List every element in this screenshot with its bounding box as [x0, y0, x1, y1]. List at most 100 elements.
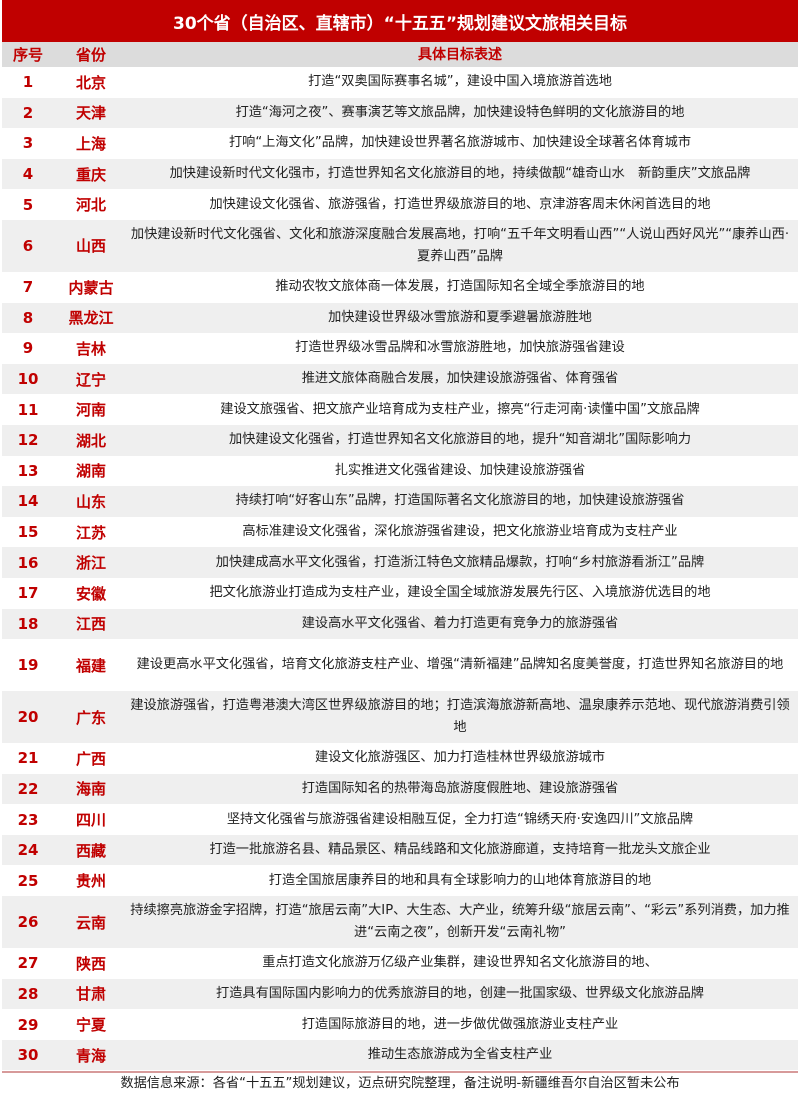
province-name: 广西	[75, 749, 106, 768]
table-title: 30个省（自治区、直辖市）“十五五”规划建议文旅相关目标	[2, 0, 798, 42]
table-row: 29 宁夏 打造国际旅游目的地，进一步做优做强旅游业支柱产业	[2, 1009, 798, 1040]
table-header: 序号 省份 具体目标表述	[2, 42, 798, 67]
table-row: 14 山东 持续打响“好客山东”品牌，打造国际著名文化旅游目的地，加快建设旅游强省	[2, 486, 798, 517]
province-name: 内蒙古	[68, 278, 114, 297]
province-name: 海南	[75, 780, 106, 799]
target-description: 加快建设世界级冰雪旅游和夏季避暑旅游胜地	[328, 309, 592, 325]
province-name: 江西	[75, 615, 106, 634]
target-description: 加快建设文化强省，打造世界知名文化旅游目的地，提升“知音湖北”国际影响力	[228, 432, 692, 448]
table-row: 10 辽宁 推进文旅体商融合发展，加快建设旅游强省、体育强省	[2, 363, 798, 395]
target-description: 打造“双奥国际赛事名城”，建设中国入境旅游首选地	[308, 74, 612, 90]
table-row: 23 四川 坚持文化强省与旅游强省建设相融互促，全力打造“锦绣天府·安逸四川”文旅品…	[2, 804, 798, 835]
province-name: 宁夏	[75, 1016, 106, 1035]
row-number: 4	[22, 165, 34, 184]
table-row: 20 广东 建设旅游强省，打造粤港澳大湾区世界级旅游目的地；打造滨海旅游新高地、温泉…	[2, 691, 798, 744]
province-name: 青海	[75, 1046, 106, 1065]
target-description: 打响“上海文化”品牌，加快建设世界著名旅游城市、加快建设全球著名体育城市	[228, 135, 692, 151]
province-name: 湖南	[75, 462, 106, 481]
table-row: 2 天津 打造“海河之夜”、赛事演艺等文旅品牌，加快建设特色鲜明的文化旅游目的地	[2, 97, 798, 129]
table-row: 25 贵州 打造全国旅居康养目的地和具有全球影响力的山地体育旅游目的地	[2, 865, 798, 896]
province-name: 山东	[75, 492, 106, 511]
row-number: 24	[17, 841, 39, 860]
row-number: 3	[22, 134, 34, 153]
source-note: 数据信息来源：各省“十五五”规划建议，迈点研究院整理，备注说明-新疆维吾尔自治区…	[120, 1076, 680, 1091]
row-number: 1	[22, 73, 34, 92]
target-description: 加快建设新时代文化强省、文化和旅游深度融合发展高地，打响“五千年文明看山西”“人…	[130, 226, 790, 264]
table-row: 8 黑龙江 加快建设世界级冰雪旅游和夏季避暑旅游胜地	[2, 302, 798, 334]
table-row: 13 湖南 扎实推进文化强省建设、加快建设旅游强省	[2, 456, 798, 487]
target-description: 持续擦亮旅游金字招牌，打造“旅居云南”大IP、大生态、大产业，统筹升级“旅居云南…	[130, 903, 790, 941]
row-number: 14	[17, 492, 39, 511]
row-number: 12	[17, 431, 39, 450]
table-row: 4 重庆 加快建设新时代文化强市，打造世界知名文化旅游目的地，持续做靓“雄奇山水 新…	[2, 158, 798, 190]
row-number: 10	[17, 370, 39, 389]
table-row: 17 安徽 把文化旅游业打造成为支柱产业，建设全国全域旅游发展先行区、入境旅游优选目…	[2, 578, 798, 609]
table-row: 16 浙江 加快建成高水平文化强省，打造浙江特色文旅精品爆款，打响“乡村旅游看浙江”…	[2, 547, 798, 578]
target-description: 建设高水平文化强省、着力打造更有竞争力的旅游强省	[301, 615, 619, 631]
target-description: 坚持文化强省与旅游强省建设相融互促，全力打造“锦绣天府·安逸四川”文旅品牌	[226, 811, 694, 827]
row-number: 5	[22, 195, 34, 214]
row-number: 6	[22, 236, 34, 255]
province-name: 山西	[75, 237, 106, 256]
province-name: 辽宁	[75, 370, 106, 389]
row-number: 21	[17, 749, 39, 768]
province-name: 贵州	[75, 872, 106, 891]
table-row: 15 江苏 高标准建设文化强省，深化旅游强省建设，把文化旅游业培育成为支柱产业	[2, 517, 798, 548]
target-description: 加快建设文化强省、旅游强省，打造世界级旅游目的地、京津游客周末休闲首选目的地	[209, 196, 711, 212]
province-name: 陕西	[75, 954, 106, 973]
row-number: 22	[17, 779, 39, 798]
target-description: 打造国际知名的热带海岛旅游度假胜地、建设旅游强省	[301, 780, 619, 796]
province-name: 江苏	[75, 523, 106, 542]
target-description: 建设文旅强省、把文旅产业培育成为支柱产业，擦亮“行走河南·读懂中国”文旅品牌	[220, 401, 700, 417]
target-description: 打造具有国际国内影响力的优秀旅游目的地，创建一批国家级、世界级文化旅游品牌	[216, 985, 704, 1001]
table-row: 19 福建 建设更高水平文化强省，培育文化旅游支柱产业、增强“清新福建”品牌知名度美…	[2, 639, 798, 691]
row-number: 9	[22, 339, 34, 358]
table-row: 30 青海 推动生态旅游成为全省支柱产业	[2, 1039, 798, 1071]
province-name: 湖北	[75, 431, 106, 450]
target-description: 持续打响“好客山东”品牌，打造国际著名文化旅游目的地，加快建设旅游强省	[235, 493, 685, 509]
province-name: 浙江	[75, 554, 106, 573]
province-name: 广东	[75, 708, 106, 727]
province-name: 河北	[75, 196, 106, 215]
province-name: 云南	[75, 913, 106, 932]
row-number: 28	[17, 984, 39, 1003]
table-row: 3 上海 打响“上海文化”品牌，加快建设世界著名旅游城市、加快建设全球著名体育城市	[2, 128, 798, 159]
province-name: 甘肃	[75, 985, 106, 1004]
table-row: 11 河南 建设文旅强省、把文旅产业培育成为支柱产业，擦亮“行走河南·读懂中国”文旅…	[2, 394, 798, 425]
target-description: 重点打造文化旅游万亿级产业集群，建设世界知名文化旅游目的地、	[262, 955, 658, 971]
target-description: 打造“海河之夜”、赛事演艺等文旅品牌，加快建设特色鲜明的文化旅游目的地	[235, 104, 685, 120]
target-description: 建设更高水平文化强省，培育文化旅游支柱产业、增强“清新福建”品牌知名度美誉度，打…	[136, 657, 784, 673]
target-description: 推动生态旅游成为全省支柱产业	[367, 1047, 553, 1063]
row-number: 27	[17, 954, 39, 973]
target-description: 高标准建设文化强省，深化旅游强省建设，把文化旅游业培育成为支柱产业	[242, 524, 678, 540]
table-row: 26 云南 持续擦亮旅游金字招牌，打造“旅居云南”大IP、大生态、大产业，统筹升级“…	[2, 896, 798, 949]
header-desc: 具体目标表述	[418, 46, 502, 63]
row-number: 20	[17, 708, 39, 727]
province-name: 上海	[75, 134, 106, 153]
province-name: 吉林	[75, 339, 106, 358]
target-description: 打造世界级冰雪品牌和冰雪旅游胜地，加快旅游强省建设	[295, 340, 625, 356]
province-name: 河南	[75, 401, 106, 420]
table-row: 9 吉林 打造世界级冰雪品牌和冰雪旅游胜地，加快旅游强省建设	[2, 333, 798, 364]
table-row: 6 山西 加快建设新时代文化强省、文化和旅游深度融合发展高地，打响“五千年文明看山西…	[2, 219, 798, 272]
province-name: 安徽	[75, 584, 106, 603]
province-name: 天津	[75, 104, 106, 123]
target-description: 打造一批旅游名县、精品景区、精品线路和文化旅游廊道，支持培育一批龙头文旅企业	[209, 842, 711, 858]
target-description: 加快建成高水平文化强省，打造浙江特色文旅精品爆款，打响“乡村旅游看浙江”品牌	[215, 554, 705, 570]
table-row: 21 广西 建设文化旅游强区、加力打造桂林世界级旅游城市	[2, 743, 798, 774]
table-row: 1 北京 打造“双奥国际赛事名城”，建设中国入境旅游首选地	[2, 67, 798, 98]
table-row: 12 湖北 加快建设文化强省，打造世界知名文化旅游目的地，提升“知音湖北”国际影响力	[2, 424, 798, 456]
target-description: 推进文旅体商融合发展，加快建设旅游强省、体育强省	[301, 371, 619, 387]
row-number: 19	[17, 656, 39, 675]
province-name: 四川	[75, 811, 106, 830]
target-description: 把文化旅游业打造成为支柱产业，建设全国全域旅游发展先行区、入境旅游优选目的地	[209, 585, 711, 601]
row-number: 17	[17, 584, 39, 603]
province-name: 北京	[75, 73, 106, 92]
target-description: 建设文化旅游强区、加力打造桂林世界级旅游城市	[314, 750, 606, 766]
row-number: 11	[17, 400, 39, 419]
table-row: 7 内蒙古 推动农牧文旅体商一体发展，打造国际知名全域全季旅游目的地	[2, 272, 798, 303]
table-row: 22 海南 打造国际知名的热带海岛旅游度假胜地、建设旅游强省	[2, 773, 798, 805]
row-number: 15	[17, 523, 39, 542]
target-description: 打造全国旅居康养目的地和具有全球影响力的山地体育旅游目的地	[268, 872, 652, 888]
header-province: 省份	[75, 46, 106, 64]
